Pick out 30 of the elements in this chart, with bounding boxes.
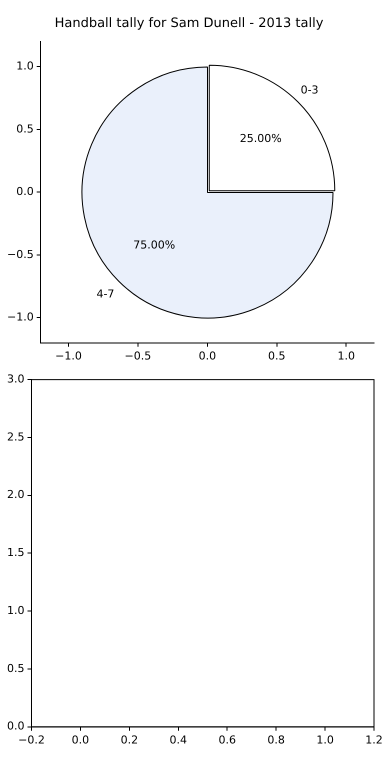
data-label: 75.00% — [133, 238, 176, 252]
y-tick-label: 1.0 — [6, 604, 24, 617]
x-tick-label: −0.2 — [18, 733, 45, 746]
x-tick-label: 0.8 — [267, 733, 285, 746]
x-tick-label: 1.0 — [337, 349, 355, 362]
y-tick-label: 0.0 — [16, 185, 34, 198]
x-tick-label: 0.0 — [72, 733, 90, 746]
x-tick-label: 0.5 — [268, 349, 286, 362]
x-tick-label: 0.0 — [198, 349, 216, 362]
x-tick-label: 1.0 — [316, 733, 334, 746]
y-tick-label: 2.5 — [6, 430, 24, 444]
chart-title: Handball tally for Sam Dunell - 2013 tally — [54, 16, 324, 32]
y-tick-label: 1.5 — [6, 546, 24, 560]
y-tick-label: 2.0 — [6, 488, 24, 502]
y-tick-label: 0.5 — [16, 122, 34, 136]
x-tick-label: 0.6 — [218, 733, 236, 746]
x-tick-label: 0.4 — [170, 733, 188, 746]
x-tick-label: 0.2 — [120, 733, 138, 746]
x-tick-label: −1.0 — [55, 349, 82, 362]
y-tick-label: 3.0 — [6, 372, 24, 386]
y-tick-label: 0.5 — [6, 662, 24, 675]
y-tick-label: 1.0 — [16, 60, 34, 73]
slice-label: 4-7 — [96, 287, 114, 300]
y-tick-label: −0.5 — [6, 248, 34, 261]
slice-label: 0-3 — [300, 82, 318, 96]
y-tick-label: 0.0 — [6, 720, 24, 733]
data-label: 25.00% — [240, 132, 282, 145]
y-tick-label: −1.0 — [6, 310, 34, 324]
x-tick-label: −0.5 — [124, 349, 152, 362]
x-tick-label: 1.2 — [365, 733, 383, 746]
